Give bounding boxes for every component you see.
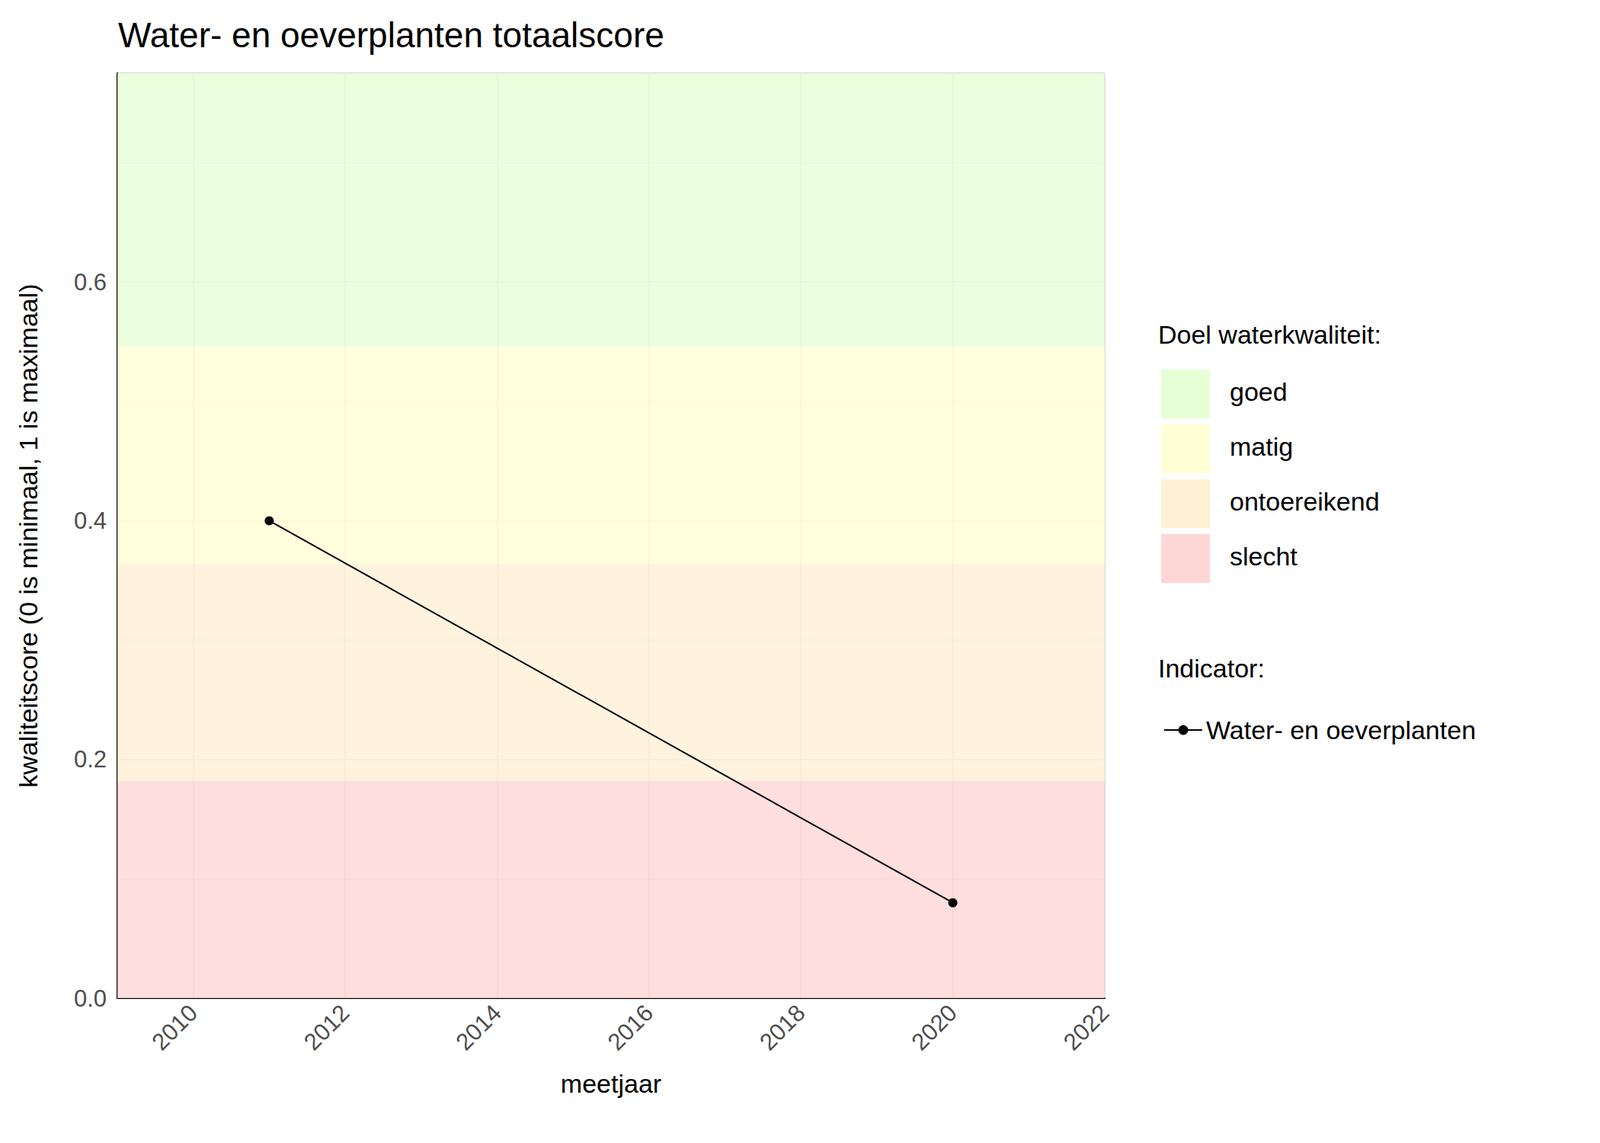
svg-text:Indicator:: Indicator: — [1158, 653, 1265, 683]
svg-text:goed: goed — [1229, 377, 1288, 407]
svg-text:2016: 2016 — [602, 999, 659, 1056]
svg-text:2018: 2018 — [754, 999, 810, 1056]
svg-text:2020: 2020 — [905, 999, 962, 1056]
svg-text:slecht: slecht — [1229, 541, 1298, 571]
svg-text:2014: 2014 — [450, 999, 506, 1056]
svg-text:Water- en oeverplanten totaals: Water- en oeverplanten totaalscore — [118, 15, 665, 55]
svg-text:0.6: 0.6 — [73, 268, 107, 296]
svg-text:meetjaar: meetjaar — [560, 1068, 662, 1098]
svg-text:2022: 2022 — [1058, 999, 1114, 1056]
svg-text:Doel waterkwaliteit:: Doel waterkwaliteit: — [1158, 320, 1382, 349]
svg-text:kwaliteitscore (0 is minimaal,: kwaliteitscore (0 is minimaal, 1 is maxi… — [13, 283, 43, 788]
svg-text:0.2: 0.2 — [73, 745, 107, 773]
svg-text:0.4: 0.4 — [73, 507, 107, 535]
svg-text:matig: matig — [1229, 432, 1293, 461]
svg-text:Water- en oeverplanten: Water- en oeverplanten — [1206, 715, 1476, 745]
svg-text:2012: 2012 — [298, 999, 355, 1056]
svg-text:ontoereikend: ontoereikend — [1229, 486, 1380, 516]
svg-text:2010: 2010 — [147, 999, 203, 1056]
svg-text:0.0: 0.0 — [73, 985, 107, 1012]
